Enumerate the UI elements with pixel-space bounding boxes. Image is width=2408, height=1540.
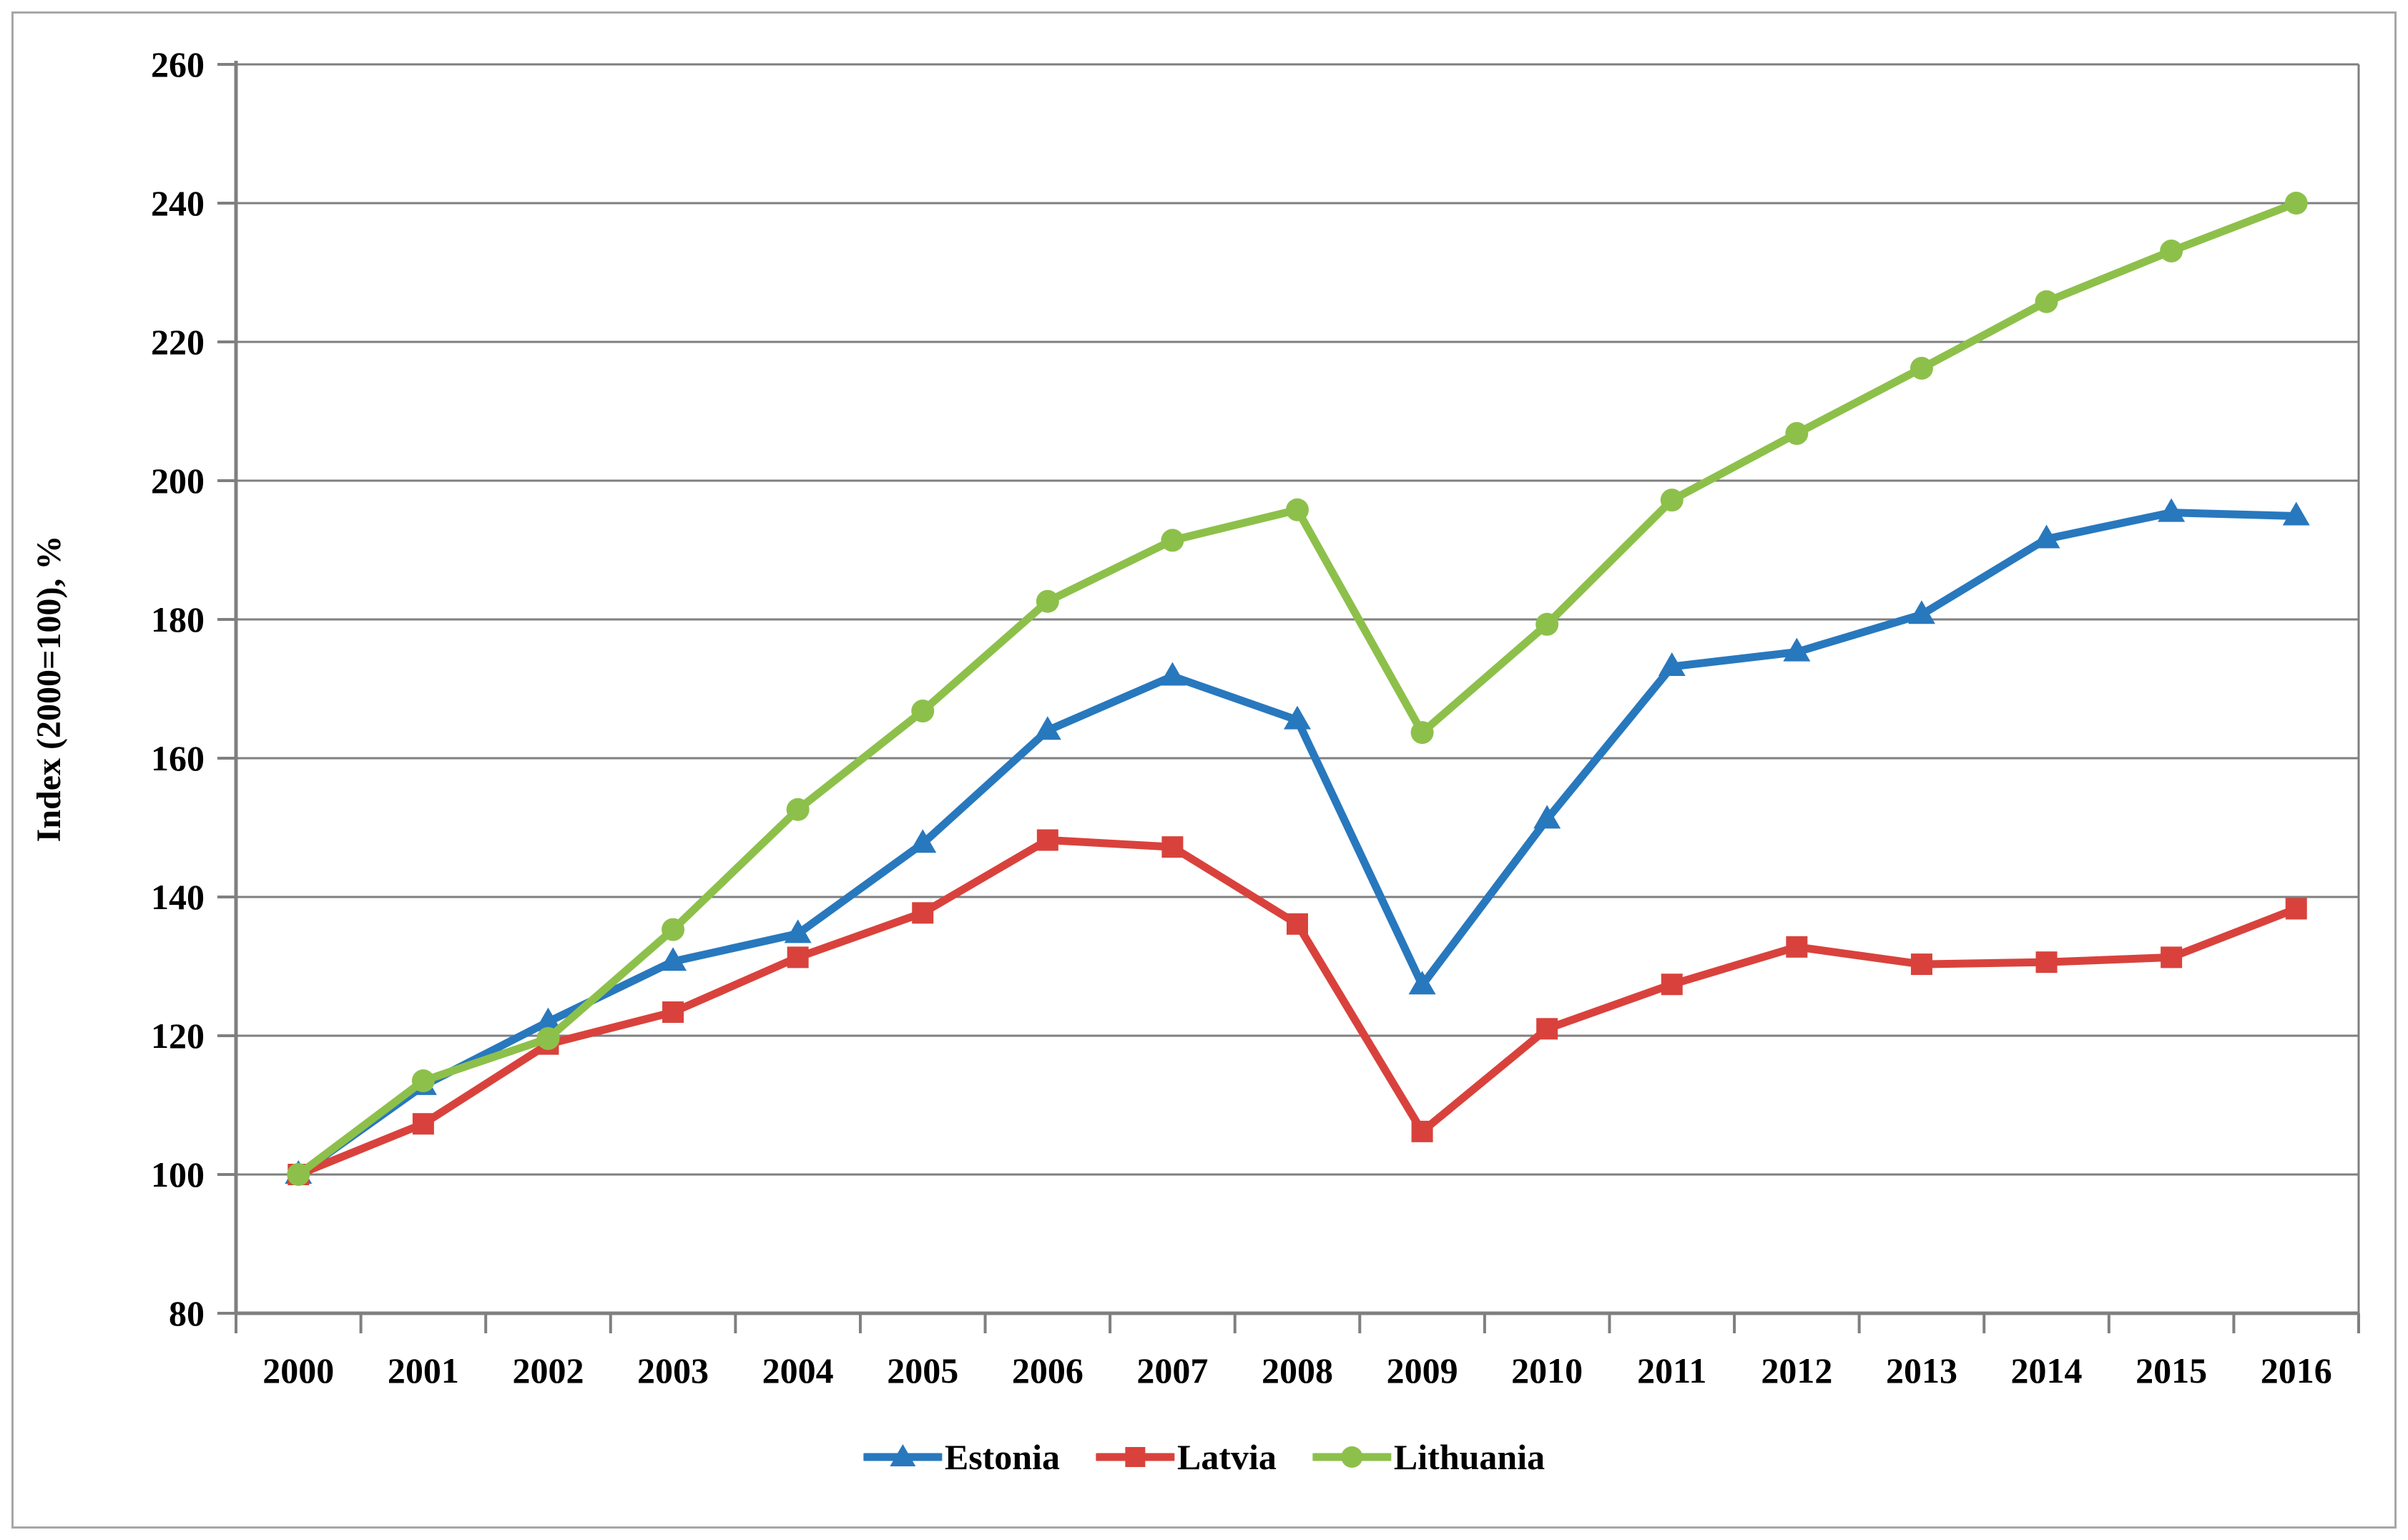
marker-lithuania [1286, 498, 1309, 521]
y-tick-label: 100 [151, 1154, 205, 1195]
marker-latvia [1536, 1018, 1558, 1040]
y-tick-label: 240 [151, 183, 205, 223]
x-tick-label: 2010 [1511, 1350, 1583, 1391]
marker-lithuania [1161, 529, 1184, 552]
marker-latvia [1910, 953, 1932, 976]
marker-estonia [2282, 501, 2310, 526]
x-tick-label: 2004 [762, 1350, 834, 1391]
x-tick-label: 2001 [388, 1350, 459, 1391]
marker-lithuania [2035, 290, 2058, 313]
marker-lithuania [536, 1026, 560, 1050]
legend-label: Latvia [1177, 1437, 1277, 1477]
marker-estonia [1783, 637, 1811, 662]
x-tick-label: 2014 [2011, 1350, 2083, 1391]
y-axis-title: Index (2000=100), % [30, 536, 68, 843]
marker-estonia [659, 947, 687, 971]
legend-item-latvia: Latvia [1096, 1436, 1277, 1478]
circle-marker-icon [1312, 1446, 1391, 1468]
marker-lithuania [1660, 489, 1684, 512]
legend-item-lithuania: Lithuania [1312, 1436, 1545, 1478]
marker-latvia [662, 1001, 684, 1024]
legend-label: Estonia [944, 1437, 1061, 1477]
marker-estonia [1658, 652, 1686, 676]
marker-lithuania [2160, 239, 2183, 263]
figure-border [11, 11, 2397, 1529]
marker-estonia [2033, 524, 2060, 549]
x-tick-label: 2016 [2261, 1350, 2332, 1391]
marker-latvia [1786, 936, 1808, 958]
x-tick-label: 2011 [1637, 1350, 1706, 1391]
triangle-marker-icon [863, 1444, 942, 1466]
y-tick-label: 200 [151, 461, 205, 501]
marker-latvia [912, 902, 934, 924]
marker-lithuania [1910, 356, 1933, 380]
x-tick-label: 2000 [262, 1350, 334, 1391]
marker-estonia [1284, 705, 1311, 730]
x-tick-label: 2007 [1136, 1350, 1208, 1391]
marker-lithuania [786, 798, 810, 821]
marker-lithuania [1410, 721, 1434, 745]
marker-lithuania [1036, 589, 1059, 613]
legend: Estonia Latvia Lithuania [863, 1436, 1545, 1478]
x-tick-label: 2009 [1387, 1350, 1458, 1391]
x-tick-label: 2002 [512, 1350, 584, 1391]
y-tick-label: 120 [151, 1016, 205, 1056]
marker-latvia [1411, 1120, 1433, 1142]
marker-latvia [1661, 973, 1683, 996]
y-tick-label: 260 [151, 44, 205, 84]
legend-label: Lithuania [1393, 1437, 1545, 1477]
marker-lithuania [2284, 192, 2308, 215]
marker-estonia [1033, 716, 1061, 740]
marker-estonia [534, 1007, 562, 1031]
marker-lithuania [662, 918, 685, 941]
marker-estonia [1408, 971, 1436, 995]
marker-estonia [909, 829, 937, 853]
square-marker-icon [1096, 1447, 1175, 1467]
marker-latvia [1161, 836, 1184, 858]
x-tick-label: 2008 [1262, 1350, 1333, 1391]
legend-item-estonia: Estonia [863, 1436, 1060, 1478]
x-tick-label: 2006 [1012, 1350, 1083, 1391]
marker-lithuania [287, 1163, 310, 1186]
marker-estonia [784, 919, 812, 943]
x-tick-label: 2003 [637, 1350, 709, 1391]
marker-latvia [2161, 946, 2183, 968]
y-tick-label: 140 [151, 877, 205, 917]
marker-latvia [412, 1113, 434, 1135]
marker-latvia [2035, 951, 2058, 973]
marker-latvia [787, 946, 809, 968]
x-tick-label: 2012 [1761, 1350, 1832, 1391]
marker-estonia [1907, 600, 1935, 624]
marker-latvia [2285, 898, 2307, 920]
marker-lithuania [411, 1069, 435, 1093]
x-tick-label: 2015 [2136, 1350, 2207, 1391]
marker-latvia [1036, 829, 1058, 851]
x-tick-label: 2013 [1886, 1350, 1957, 1391]
marker-estonia [1159, 662, 1186, 686]
marker-latvia [1287, 913, 1308, 935]
marker-estonia [2158, 498, 2186, 522]
marker-lithuania [1535, 612, 1559, 636]
y-tick-label: 180 [151, 599, 205, 639]
x-tick-label: 2005 [887, 1350, 958, 1391]
y-tick-label: 80 [169, 1293, 205, 1333]
y-tick-label: 160 [151, 738, 205, 778]
marker-lithuania [1785, 422, 1809, 446]
marker-estonia [1533, 805, 1561, 829]
marker-lithuania [911, 700, 935, 723]
y-tick-label: 220 [151, 322, 205, 362]
